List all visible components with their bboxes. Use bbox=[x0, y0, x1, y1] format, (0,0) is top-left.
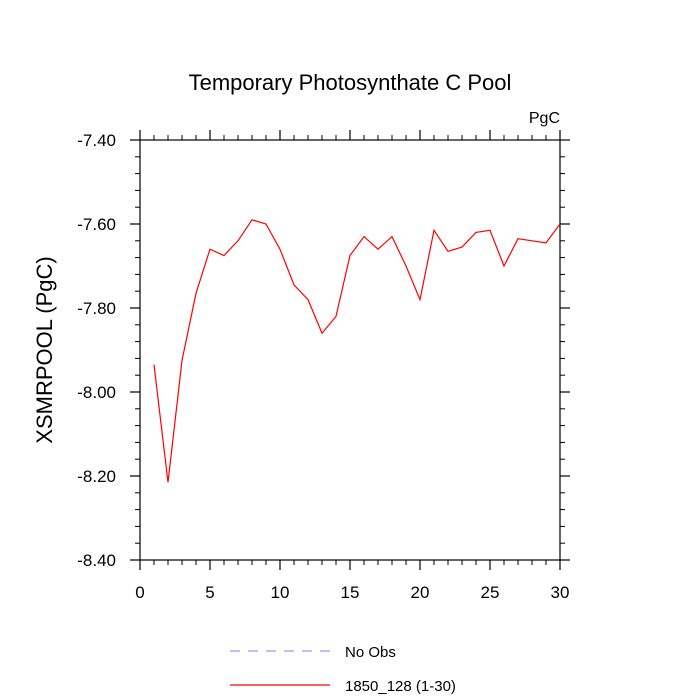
plot-frame bbox=[139, 139, 561, 561]
y-tick-label: -7.40 bbox=[77, 131, 116, 150]
y-tick-label: -8.00 bbox=[77, 383, 116, 402]
chart-title: Temporary Photosynthate C Pool bbox=[189, 70, 512, 95]
x-tick-label: 30 bbox=[551, 583, 570, 602]
x-tick-label: 20 bbox=[411, 583, 430, 602]
series-layer bbox=[153, 219, 561, 483]
legend-label: 1850_128 (1-30) bbox=[345, 678, 456, 695]
x-tick-label: 0 bbox=[135, 583, 144, 602]
legend: No Obs 1850_128 (1-30) bbox=[230, 644, 456, 695]
y-tick-label: -8.40 bbox=[77, 551, 116, 570]
y-tick-label: -7.80 bbox=[77, 299, 116, 318]
axis-ticks bbox=[130, 130, 570, 570]
y-axis-label: XSMRPOOL (PgC) bbox=[32, 256, 57, 443]
legend-label: No Obs bbox=[345, 644, 396, 661]
y-tick-label: -8.20 bbox=[77, 467, 116, 486]
x-tick-label: 5 bbox=[205, 583, 214, 602]
x-tick-label: 25 bbox=[481, 583, 500, 602]
units-label: PgC bbox=[529, 110, 560, 127]
y-tick-label: -7.60 bbox=[77, 215, 116, 234]
series-line-0 bbox=[153, 219, 561, 483]
tick-labels: 0 5 10 15 20 25 30 -7.40 -7.60 -7.80 -8.00 -8.20 -8.… bbox=[77, 131, 569, 602]
x-tick-label: 10 bbox=[271, 583, 290, 602]
x-tick-label: 15 bbox=[341, 583, 360, 602]
